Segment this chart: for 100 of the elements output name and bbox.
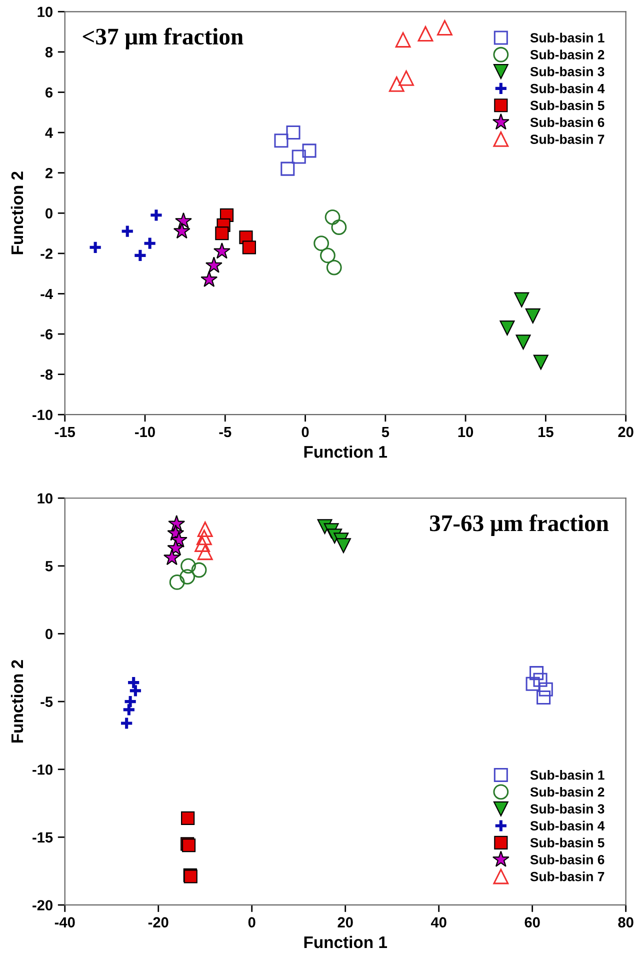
point <box>500 320 515 336</box>
point <box>437 20 452 36</box>
legend-label: Sub-basin 4 <box>530 820 605 830</box>
text: <37 μm fraction <box>82 28 244 50</box>
y-tick-label: -5 <box>40 696 53 707</box>
legend-label: Sub-basin 3 <box>530 804 604 814</box>
point <box>197 544 213 560</box>
point <box>196 530 212 546</box>
legend-label: Sub-basin 6 <box>530 854 604 864</box>
y-tick-label: -2 <box>40 248 52 259</box>
point <box>197 522 213 538</box>
x-tick-label: 0 <box>302 426 309 438</box>
legend-label: Sub-basin 1 <box>530 770 604 780</box>
point <box>418 26 434 42</box>
point <box>242 240 256 254</box>
point <box>388 76 404 92</box>
text: 37-63 μm fraction <box>430 514 609 536</box>
legend-label: Sub-basin 7 <box>530 134 604 144</box>
y-tick-label: 4 <box>45 128 53 138</box>
point <box>88 240 102 254</box>
legend-label: Sub-basin 5 <box>530 100 604 110</box>
y-tick-label: -15 <box>32 832 53 843</box>
point <box>200 270 218 287</box>
point <box>533 354 548 370</box>
point <box>302 144 316 158</box>
point <box>525 308 540 324</box>
point <box>536 690 551 704</box>
x-tick-label: 60 <box>524 917 540 928</box>
point <box>215 226 229 240</box>
point <box>331 220 347 235</box>
y-axis-title: Function 2 <box>10 172 24 254</box>
x-tick-label: 0 <box>248 917 256 928</box>
x-tick-label: 80 <box>618 917 634 928</box>
point <box>526 676 540 691</box>
legend-label: Sub-basin 1 <box>530 32 604 42</box>
x-tick-label: -10 <box>135 426 155 438</box>
x-tick-label: 20 <box>338 917 353 928</box>
y-tick-label: -10 <box>32 410 52 420</box>
x-tick-label: -20 <box>148 917 168 928</box>
point <box>174 212 192 228</box>
point <box>128 684 143 698</box>
y-tick-label: -6 <box>40 329 53 340</box>
point <box>181 811 195 825</box>
point <box>326 260 342 276</box>
point <box>314 236 330 252</box>
y-tick-label: 6 <box>45 87 53 98</box>
point <box>324 209 340 225</box>
x-axis-title: Function 1 <box>304 936 388 948</box>
x-tick-label: -5 <box>219 426 232 438</box>
x-tick-label: 10 <box>458 426 474 438</box>
x-tick-label: 15 <box>538 426 554 438</box>
y-tick-label: 5 <box>45 561 53 572</box>
point <box>280 162 295 176</box>
point <box>292 150 306 164</box>
point <box>142 236 157 250</box>
point <box>336 538 351 554</box>
y-tick-label: -10 <box>32 764 52 775</box>
y-tick-label: -8 <box>40 369 53 380</box>
point <box>149 208 164 222</box>
y-axis-title: Function 2 <box>10 660 24 743</box>
point <box>274 134 288 148</box>
legend-label: Sub-basin 4 <box>530 84 605 94</box>
legend-label: Sub-basin 6 <box>530 117 604 128</box>
y-tick-label: 10 <box>38 493 52 504</box>
y-tick-label: 0 <box>46 628 52 640</box>
x-tick-label: -15 <box>54 426 76 438</box>
point <box>163 548 180 566</box>
point <box>133 248 148 263</box>
legend-label: Sub-basin 2 <box>530 786 604 797</box>
x-axis-title: Function 1 <box>304 446 388 458</box>
legend-label: Sub-basin 2 <box>530 50 604 60</box>
point <box>530 666 544 680</box>
point <box>194 536 210 552</box>
point <box>533 672 548 687</box>
point <box>119 716 134 730</box>
y-tick-label: 8 <box>45 47 53 58</box>
point <box>286 126 300 140</box>
y-tick-label: 2 <box>45 168 52 178</box>
point <box>120 224 134 238</box>
legend-label: Sub-basin 7 <box>530 872 604 882</box>
x-tick-label: 20 <box>618 426 634 438</box>
point <box>167 539 184 556</box>
point <box>395 32 411 48</box>
point <box>126 675 141 690</box>
point <box>180 569 196 584</box>
point <box>180 558 196 574</box>
point <box>169 574 185 590</box>
y-tick-label: -20 <box>32 900 52 910</box>
point <box>205 256 222 273</box>
x-tick-label: 40 <box>430 917 446 928</box>
point <box>538 682 553 696</box>
point <box>514 292 530 308</box>
point <box>398 70 414 86</box>
legend-label: Sub-basin 5 <box>530 838 604 848</box>
legend-label: Sub-basin 3 <box>530 66 604 76</box>
y-tick-label: -4 <box>40 288 53 300</box>
y-tick-label: 0 <box>46 208 52 219</box>
point <box>213 242 230 259</box>
x-tick-label: -40 <box>54 917 75 928</box>
point <box>173 222 190 239</box>
